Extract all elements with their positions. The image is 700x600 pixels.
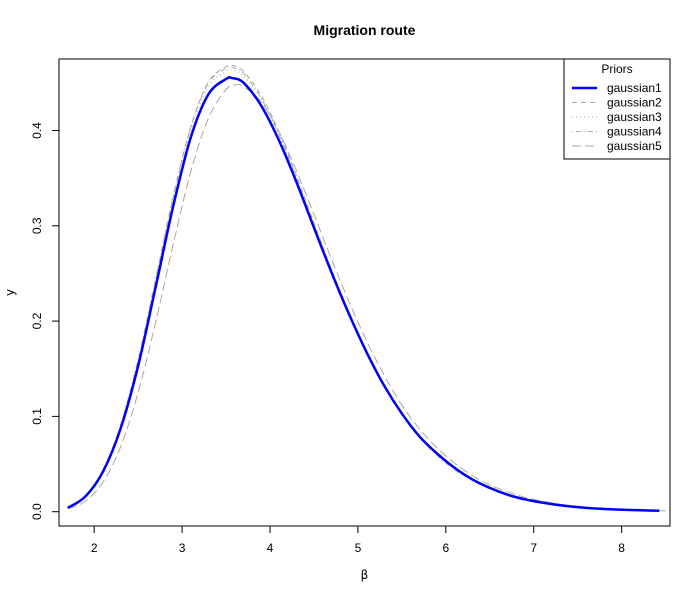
legend: Priors gaussian1gaussian2gaussian3gaussi… xyxy=(563,58,671,160)
legend-box xyxy=(563,58,671,160)
y-axis-label: y xyxy=(3,289,17,296)
y-tick-label: 0.2 xyxy=(30,312,44,329)
legend-items: gaussian1gaussian2gaussian3gaussian4gaus… xyxy=(572,81,662,153)
x-tick-label: 4 xyxy=(267,541,274,555)
x-tick-label: 7 xyxy=(530,541,537,555)
y-tick-label: 0.1 xyxy=(30,408,44,425)
x-tick-label: 6 xyxy=(442,541,449,555)
legend-label-gaussian1: gaussian1 xyxy=(607,81,662,95)
x-axis: 2 3 4 5 6 7 8 xyxy=(91,525,625,555)
x-tick-label: 2 xyxy=(91,541,98,555)
legend-label-gaussian2: gaussian2 xyxy=(607,96,662,110)
chart-title: Migration route xyxy=(314,22,416,38)
y-tick-label: 0.4 xyxy=(30,122,44,139)
legend-label-gaussian4: gaussian4 xyxy=(607,125,662,139)
series-line-gaussian1 xyxy=(67,76,660,512)
legend-title: Priors xyxy=(601,62,632,76)
x-tick-label: 5 xyxy=(355,541,362,555)
plot-layer xyxy=(67,64,666,512)
x-axis-label: β xyxy=(361,568,369,582)
x-tick-label: 3 xyxy=(179,541,186,555)
legend-label-gaussian3: gaussian3 xyxy=(607,110,662,124)
x-tick-label: 8 xyxy=(618,541,625,555)
y-axis: 0.0 0.1 0.2 0.3 0.4 xyxy=(30,122,60,520)
y-tick-label: 0.0 xyxy=(30,503,44,520)
y-tick-label: 0.3 xyxy=(30,217,44,234)
legend-label-gaussian5: gaussian5 xyxy=(607,139,662,153)
